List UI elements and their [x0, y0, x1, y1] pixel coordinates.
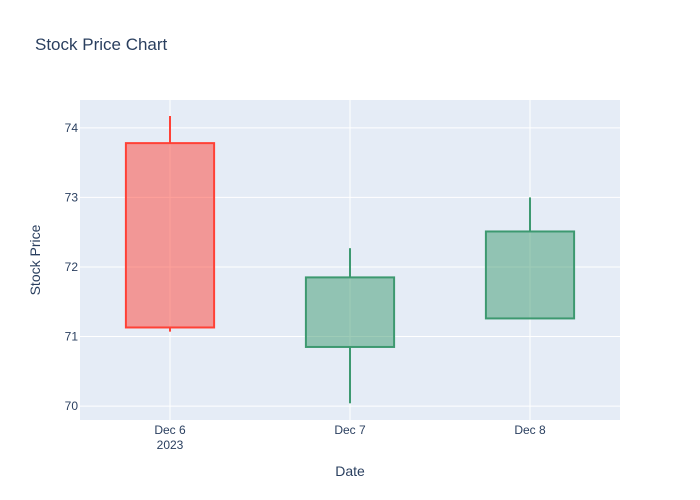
candles-layer [124, 116, 576, 404]
y-tick-label: 72 [65, 260, 79, 274]
chart-title: Stock Price Chart [35, 35, 168, 54]
y-tick-label: 71 [65, 330, 79, 344]
y-tick-label: 73 [65, 190, 79, 204]
y-axis-title: Stock Price [27, 224, 43, 295]
y-axis-ticks: 70 71 72 73 74 [65, 121, 79, 413]
x-axis-title: Date [335, 463, 365, 479]
x-tick-label: Dec 6 [154, 423, 186, 437]
candle [124, 116, 216, 332]
x-tick-label: Dec 8 [514, 423, 546, 437]
x-tick-label: Dec 7 [334, 423, 366, 437]
candle-body [484, 230, 576, 320]
candle [484, 197, 576, 320]
x-tick-sublabel: 2023 [157, 438, 184, 452]
y-tick-label: 70 [65, 399, 79, 413]
candle-body [124, 142, 216, 329]
y-tick-label: 74 [65, 121, 79, 135]
candle-body [304, 276, 396, 348]
candle [304, 248, 396, 404]
